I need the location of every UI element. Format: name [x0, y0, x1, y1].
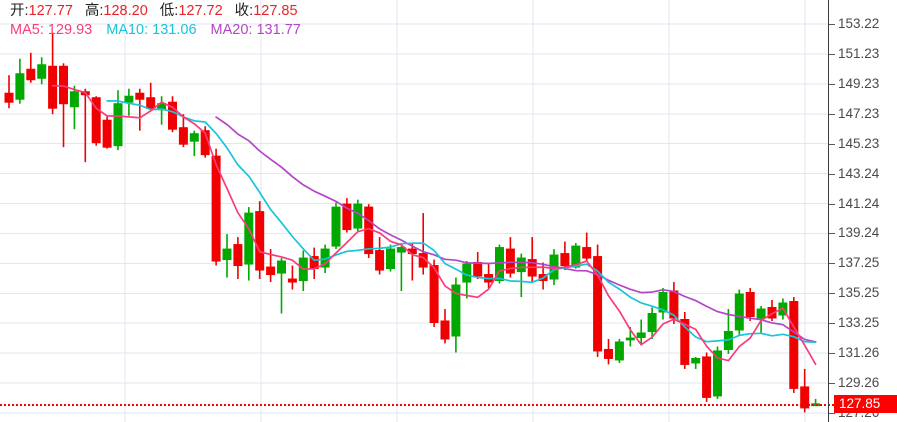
price-axis-tick — [829, 233, 835, 235]
price-axis-label: 149.23 — [838, 75, 880, 91]
price-axis-label: 151.23 — [838, 45, 880, 61]
price-axis-tick — [829, 24, 835, 25]
high-value: 128.20 — [103, 3, 148, 19]
ma-legend-row: MA5: 129.93 MA10: 131.06 MA20: 131.77 — [10, 21, 828, 40]
ma20-legend: MA20: 131.77 — [210, 22, 301, 38]
price-axis-tick — [829, 353, 835, 355]
last-price-line — [0, 404, 834, 407]
price-axis-label: 131.26 — [838, 345, 880, 361]
price-axis-tick — [829, 173, 835, 175]
price-axis-label: 135.25 — [838, 285, 880, 301]
close-label: 收: — [234, 3, 254, 19]
price-axis-tick — [829, 383, 835, 385]
low-label: 低: — [159, 3, 179, 19]
price-axis-label: 137.25 — [838, 255, 880, 271]
price-axis-tick — [829, 413, 835, 414]
price-axis-label: 145.23 — [838, 135, 880, 151]
price-axis-tick — [829, 143, 835, 145]
price-axis-label: 153.22 — [838, 16, 880, 31]
plot-area[interactable] — [0, 0, 828, 422]
price-axis-label: 139.24 — [838, 225, 880, 241]
price-axis-tick — [829, 263, 835, 265]
price-axis-label: 129.26 — [838, 375, 880, 391]
open-value: 127.77 — [28, 3, 73, 19]
price-axis-tick — [829, 323, 835, 325]
price-axis-tick — [829, 83, 835, 85]
ohlc-row: 开:127.77 高:128.20 低:127.72 收:127.85 — [10, 2, 828, 21]
price-axis-label: 133.25 — [838, 315, 880, 331]
last-price-badge[interactable]: 127.85 — [834, 395, 897, 414]
price-axis-tick — [829, 53, 835, 55]
price-axis-label: 141.24 — [838, 195, 880, 211]
price-axis-tick — [829, 113, 835, 115]
candles-layer — [4, 33, 821, 413]
grid-layer — [0, 0, 828, 422]
high-label: 高: — [84, 3, 104, 19]
price-axis-tick — [829, 203, 835, 205]
chart-header: 开:127.77 高:128.20 低:127.72 收:127.85 MA5: 12… — [0, 0, 828, 40]
price-axis-tick — [829, 293, 835, 295]
ma10-legend: MA10: 131.06 — [106, 22, 197, 38]
price-axis-label: 143.24 — [838, 165, 880, 181]
price-axis-line — [828, 0, 829, 422]
close-value: 127.85 — [253, 3, 298, 19]
price-axis-label: 147.23 — [838, 105, 880, 121]
ma5-legend: MA5: 129.93 — [10, 22, 93, 38]
low-value: 127.72 — [178, 3, 223, 19]
open-label: 开: — [10, 3, 29, 19]
